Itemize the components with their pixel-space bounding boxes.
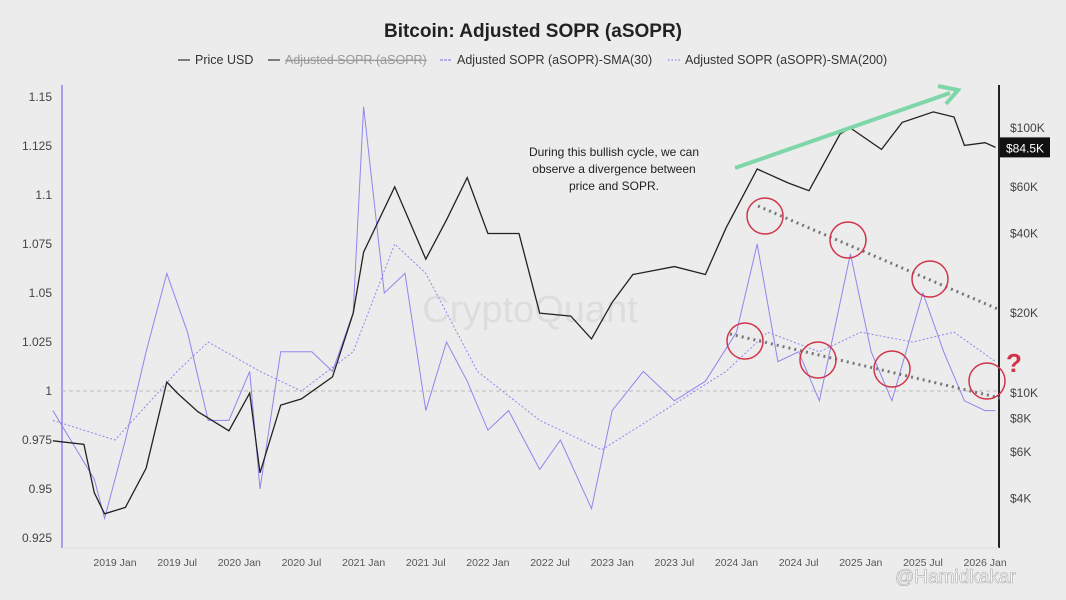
legend-item: Adjusted SOPR (aSOPR)	[285, 53, 427, 67]
x-tick-label: 2025 Jan	[839, 557, 882, 569]
question-mark: ?	[1006, 348, 1022, 378]
x-tick-label: 2021 Jan	[342, 557, 385, 569]
legend-item: Adjusted SOPR (aSOPR)-SMA(200)	[685, 53, 887, 67]
chart-title: Bitcoin: Adjusted SOPR (aSOPR)	[384, 21, 682, 42]
right-tick-label: $20K	[1010, 306, 1038, 320]
left-tick-label: 0.975	[22, 433, 52, 447]
left-tick-label: 1.05	[29, 286, 53, 300]
arrow-head	[937, 84, 962, 106]
x-tick-label: 2022 Jan	[466, 557, 509, 569]
lower-trendline	[729, 332, 1001, 400]
x-tick-label: 2020 Jan	[218, 557, 261, 569]
highlight-circle	[746, 197, 784, 235]
x-tick-label: 2023 Jan	[591, 557, 634, 569]
x-tick-label: 2023 Jul	[654, 557, 694, 569]
highlight-circle	[968, 362, 1006, 400]
right-tick-label: $6K	[1010, 445, 1031, 459]
right-tick-label: $40K	[1010, 226, 1038, 240]
highlight-circle	[799, 341, 837, 379]
annotation-text: During this bullish cycle, we can	[529, 145, 699, 159]
current-price-label: $84.5K	[1006, 141, 1044, 155]
left-tick-label: 1.125	[22, 139, 52, 153]
right-tick-label: $8K	[1010, 412, 1031, 426]
right-tick-label: $60K	[1010, 180, 1038, 194]
x-tick-label: 2022 Jul	[530, 557, 570, 569]
watermark: CryptoQuant	[422, 289, 638, 331]
left-tick-label: 1.15	[29, 90, 53, 104]
highlight-circle	[829, 221, 867, 259]
annotation-text: price and SOPR.	[569, 179, 659, 193]
sma30-line	[52, 106, 996, 521]
x-tick-label: 2025 Jul	[903, 557, 943, 569]
right-tick-label: $4K	[1010, 491, 1031, 505]
left-tick-label: 1.075	[22, 237, 52, 251]
right-tick-label: $10K	[1010, 386, 1038, 400]
right-tick-label: $100K	[1010, 121, 1045, 135]
highlight-circle	[873, 350, 911, 388]
legend-item: Price USD	[195, 53, 253, 67]
current-price-box	[1000, 137, 1050, 158]
x-tick-label: 2019 Jul	[157, 557, 197, 569]
sma200-line	[52, 243, 996, 451]
x-tick-label: 2026 Jan	[963, 557, 1006, 569]
highlight-circle	[911, 260, 949, 298]
credit-watermark: @Hamidkakar	[895, 567, 1016, 588]
highlight-circle	[726, 322, 764, 360]
annotation-text: observe a divergence between	[532, 162, 695, 176]
x-tick-label: 2019 Jan	[93, 557, 136, 569]
left-tick-label: 0.95	[29, 482, 53, 496]
left-tick-label: 0.925	[22, 531, 52, 545]
x-tick-label: 2020 Jul	[282, 557, 322, 569]
upper-trendline	[757, 204, 1001, 312]
trend-arrow	[734, 91, 951, 170]
left-tick-label: 1	[45, 384, 52, 398]
left-tick-label: 1.025	[22, 335, 52, 349]
x-tick-label: 2021 Jul	[406, 557, 446, 569]
legend-item: Adjusted SOPR (aSOPR)-SMA(30)	[457, 53, 652, 67]
left-tick-label: 1.1	[35, 188, 52, 202]
x-tick-label: 2024 Jul	[779, 557, 819, 569]
x-tick-label: 2024 Jan	[715, 557, 758, 569]
